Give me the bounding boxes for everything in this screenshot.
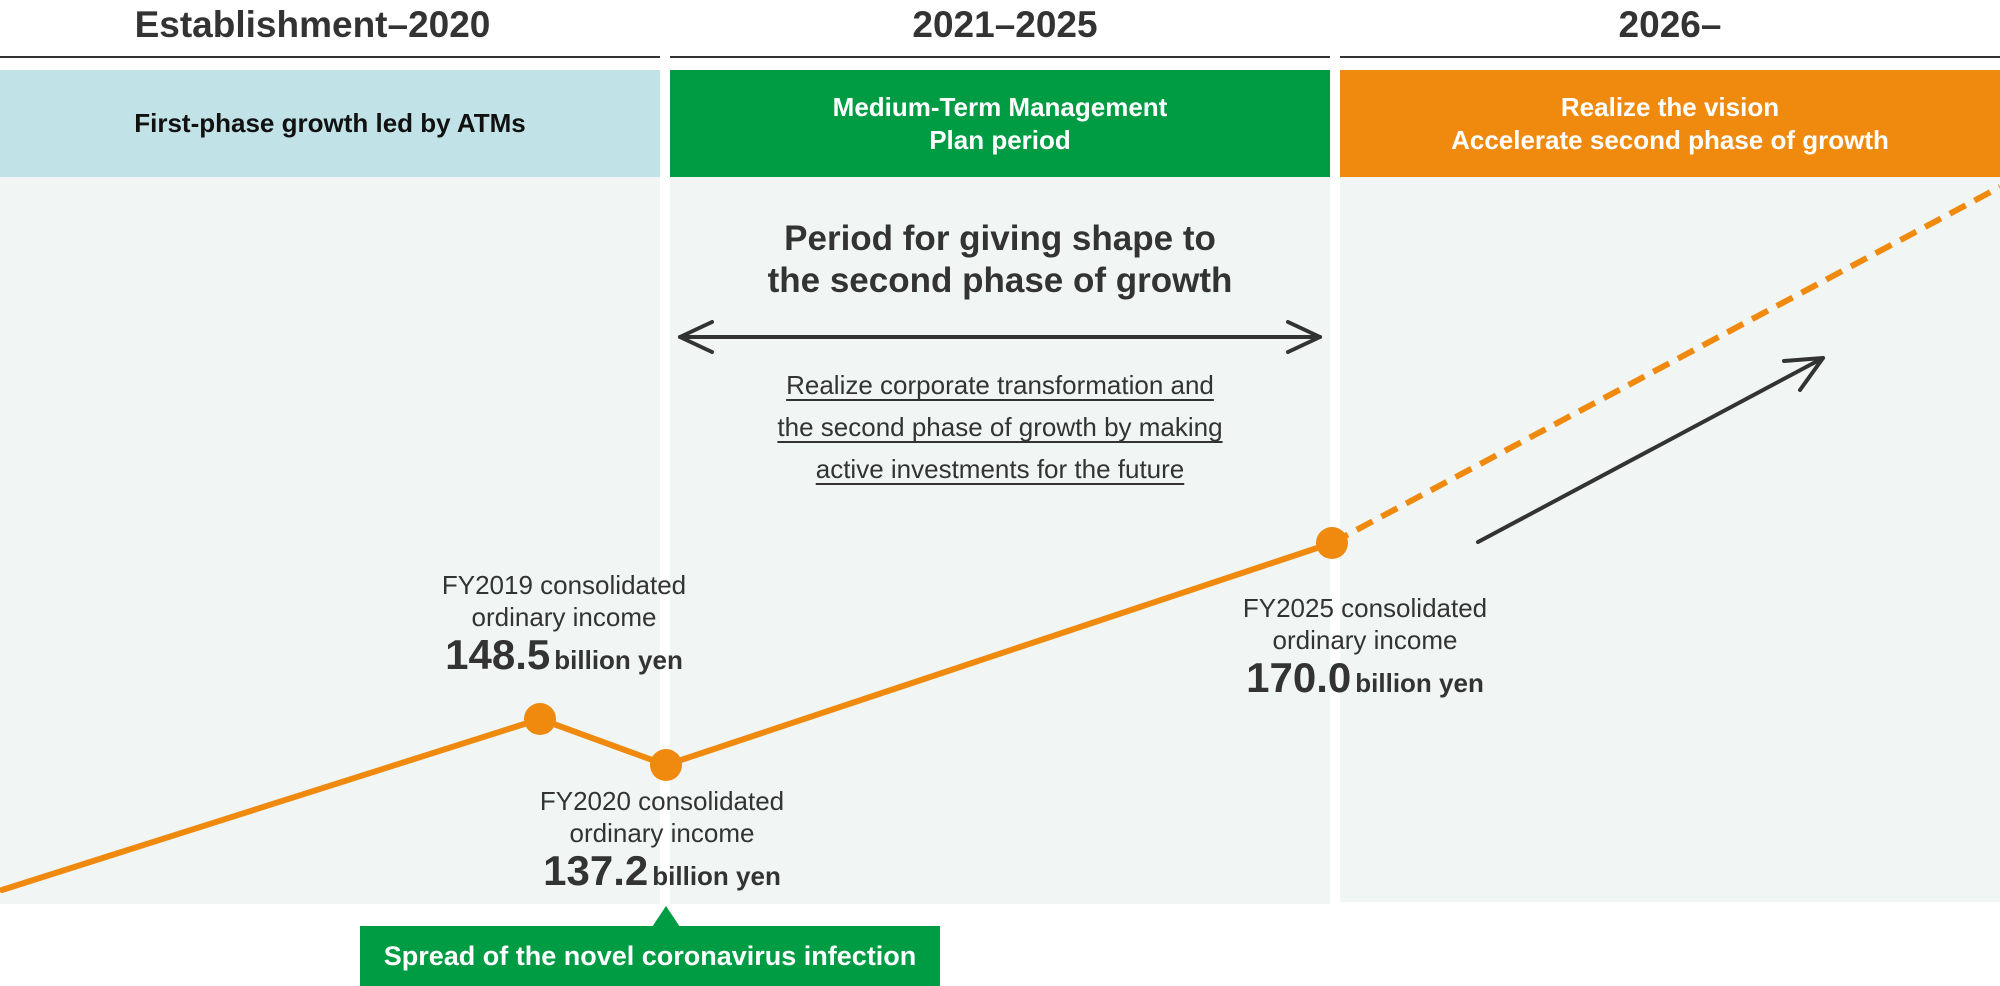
era-1-band: First-phase growth led by ATMs xyxy=(0,70,660,177)
fy2020-label-line-1: FY2020 consolidated xyxy=(539,786,785,816)
fy2020-label: FY2020 consolidated ordinary income 137.… xyxy=(502,785,822,892)
era-1-rule xyxy=(0,56,660,58)
era-3-rule xyxy=(1340,56,2000,58)
fy2025-value-row: 170.0 billion yen xyxy=(1205,657,1525,699)
fy2025-value: 170.0 xyxy=(1246,654,1352,701)
covid-event-label: Spread of the novel coronavirus infectio… xyxy=(360,926,940,986)
fy2020-value-row: 137.2 billion yen xyxy=(502,850,822,892)
projected-income-line xyxy=(1330,184,2000,546)
era-1-title: Establishment–2020 xyxy=(134,4,491,45)
era-3-band: Realize the vision Accelerate second pha… xyxy=(1340,70,2000,177)
era-2-band-line-1: Medium-Term Management xyxy=(832,91,1168,122)
fy2019-label-line-2: ordinary income xyxy=(471,602,657,632)
actual-income-line xyxy=(0,540,1335,893)
fy2019-label: FY2019 consolidated ordinary income 148.… xyxy=(404,569,724,676)
era-2-rule xyxy=(670,56,1330,58)
fy2025-label-line-2: ordinary income xyxy=(1272,625,1458,655)
fy2019-value: 148.5 xyxy=(445,631,551,678)
fy2025-point xyxy=(1316,527,1348,559)
period-double-arrow xyxy=(678,320,1322,354)
period-title-line-1: Period for giving shape to xyxy=(784,219,1216,258)
fy2025-label-line-1: FY2025 consolidated xyxy=(1242,593,1488,623)
event-pointer xyxy=(652,906,680,927)
fy2019-point xyxy=(524,703,556,735)
fy2025-unit: billion yen xyxy=(1355,668,1484,698)
period-description-line-3: active investments for the future xyxy=(815,454,1185,484)
fy2019-value-row: 148.5 billion yen xyxy=(404,634,724,676)
fy2025-label: FY2025 consolidated ordinary income 170.… xyxy=(1205,592,1525,699)
era-2-band: Medium-Term Management Plan period xyxy=(670,70,1330,177)
period-description-line-1: Realize corporate transformation and xyxy=(786,370,1214,400)
period-title-line-2: the second phase of growth xyxy=(767,261,1233,300)
era-2-title: 2021–2025 xyxy=(912,4,1098,45)
era-1-background xyxy=(0,70,660,904)
growth-trend-arrow xyxy=(1476,356,1825,544)
period-description: Realize corporate transformation and the… xyxy=(670,364,1330,490)
fy2019-unit: billion yen xyxy=(554,645,683,675)
era-3-background xyxy=(1340,70,2000,902)
era-2-band-line-2: Plan period xyxy=(929,124,1071,155)
era-3-band-line-1: Realize the vision xyxy=(1560,91,1780,122)
period-title: Period for giving shape to the second ph… xyxy=(670,218,1330,302)
fy2020-unit: billion yen xyxy=(652,861,781,891)
fy2020-point xyxy=(650,749,682,781)
era-1-band-text: First-phase growth led by ATMs xyxy=(134,108,526,138)
fy2020-value: 137.2 xyxy=(543,847,649,894)
fy2020-label-line-2: ordinary income xyxy=(569,818,755,848)
era-3-band-line-2: Accelerate second phase of growth xyxy=(1451,124,1889,155)
period-description-line-2: the second phase of growth by making xyxy=(777,412,1223,442)
era-2-background xyxy=(670,70,1330,904)
fy2019-label-line-1: FY2019 consolidated xyxy=(441,570,687,600)
era-3-title: 2026– xyxy=(1618,4,1722,45)
